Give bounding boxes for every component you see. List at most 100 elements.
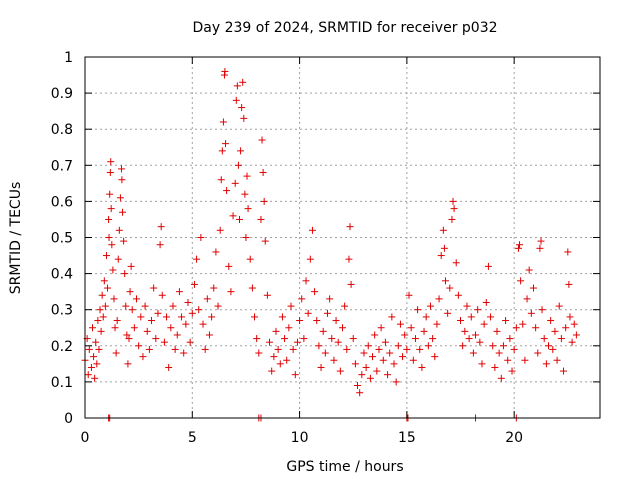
data-point	[506, 335, 514, 343]
data-point	[538, 306, 546, 314]
data-point	[499, 342, 507, 350]
data-point	[323, 309, 331, 317]
data-point	[369, 353, 377, 361]
data-point	[336, 367, 344, 375]
data-point	[497, 374, 505, 382]
y-tick-label: 0.8	[51, 122, 73, 138]
data-point	[469, 349, 477, 357]
data-point	[258, 136, 266, 144]
data-point	[95, 345, 103, 353]
data-point	[171, 345, 179, 353]
data-point	[102, 252, 110, 260]
data-point	[229, 212, 237, 220]
data-point	[150, 284, 158, 292]
data-point	[197, 234, 205, 241]
data-point	[377, 324, 385, 332]
data-point	[141, 302, 149, 310]
data-point	[386, 349, 394, 357]
data-point	[349, 335, 357, 343]
data-point	[345, 255, 353, 263]
data-point	[221, 67, 229, 75]
data-point	[251, 313, 259, 321]
axis-ticks	[84, 56, 600, 419]
x-tick-label: 0	[81, 430, 90, 446]
data-point	[85, 345, 93, 353]
data-point	[236, 215, 243, 223]
data-point	[98, 291, 106, 299]
data-point	[326, 295, 334, 303]
data-point	[253, 335, 261, 343]
data-point	[124, 360, 132, 368]
data-point	[105, 234, 113, 241]
data-point	[354, 382, 362, 390]
data-point	[122, 302, 130, 310]
data-point	[489, 342, 497, 350]
data-point	[339, 324, 346, 332]
data-point	[111, 324, 119, 332]
y-tick-label: 0.4	[51, 267, 73, 283]
data-point	[557, 335, 565, 343]
data-point	[440, 244, 448, 252]
data-point	[514, 244, 522, 252]
data-point	[519, 320, 527, 328]
data-point	[105, 215, 113, 223]
data-point	[158, 291, 166, 299]
data-point	[188, 309, 196, 317]
data-point	[517, 277, 525, 285]
data-point	[332, 317, 340, 325]
data-point	[156, 241, 164, 249]
data-point	[107, 205, 115, 213]
data-point	[281, 335, 289, 343]
data-point	[154, 309, 162, 317]
data-point	[444, 309, 452, 317]
data-point	[467, 313, 475, 321]
data-point	[268, 367, 276, 375]
data-point	[92, 338, 100, 346]
y-tick-label: 0.3	[51, 303, 73, 319]
data-point	[516, 241, 524, 249]
data-point	[433, 320, 441, 328]
data-point	[414, 306, 422, 314]
data-point	[411, 335, 419, 343]
data-point	[401, 331, 409, 339]
data-point	[289, 345, 297, 353]
data-point	[476, 338, 484, 346]
data-point	[255, 349, 263, 357]
data-point	[104, 284, 112, 292]
data-point	[375, 345, 383, 353]
data-point	[165, 363, 173, 371]
data-point	[542, 360, 550, 368]
data-point	[555, 302, 563, 310]
data-point	[529, 284, 537, 292]
data-point	[491, 363, 499, 371]
y-tick-label: 0	[64, 411, 73, 427]
data-point	[91, 374, 99, 382]
data-point	[266, 338, 274, 346]
grid-lines	[85, 57, 600, 418]
data-point	[114, 255, 122, 263]
data-point	[537, 237, 545, 245]
data-point	[426, 302, 434, 310]
data-point	[116, 194, 124, 202]
data-point	[534, 349, 542, 357]
data-point	[243, 172, 251, 180]
data-point	[457, 317, 465, 325]
data-point	[223, 187, 231, 195]
data-point	[472, 331, 480, 339]
data-point	[208, 313, 216, 321]
data-point	[502, 317, 510, 325]
y-tick-label: 0.2	[51, 339, 73, 355]
data-point	[358, 371, 366, 379]
data-point	[384, 371, 392, 379]
data-point	[392, 378, 400, 386]
data-point	[234, 161, 242, 169]
data-point	[442, 277, 449, 285]
data-point	[394, 342, 402, 350]
data-point	[248, 284, 256, 292]
data-point	[133, 295, 140, 303]
data-point	[454, 291, 462, 299]
data-point	[429, 335, 437, 343]
data-point	[242, 234, 250, 241]
data-point	[108, 241, 116, 249]
